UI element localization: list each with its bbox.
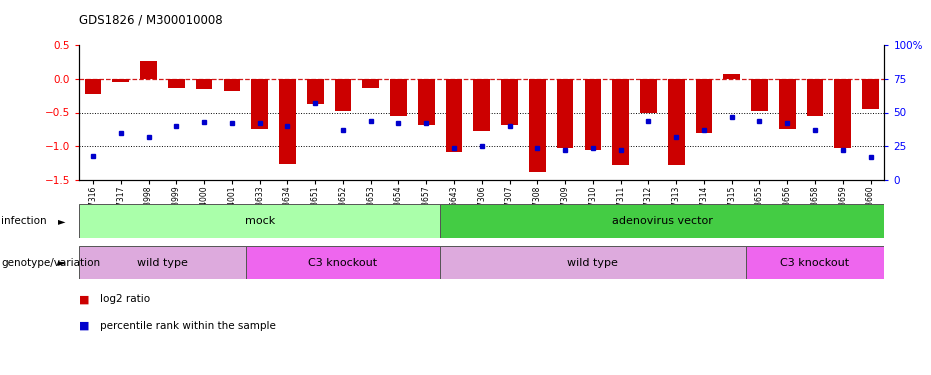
Bar bbox=[695, 79, 712, 133]
Bar bbox=[246, 246, 440, 279]
Bar bbox=[307, 79, 323, 104]
Text: wild type: wild type bbox=[137, 258, 188, 267]
Text: ►: ► bbox=[58, 216, 65, 226]
Bar bbox=[79, 204, 440, 238]
Bar bbox=[196, 79, 212, 89]
Bar bbox=[746, 246, 884, 279]
Bar bbox=[474, 79, 490, 131]
Text: C3 knockout: C3 knockout bbox=[780, 258, 850, 267]
Bar bbox=[751, 79, 768, 111]
Text: genotype/variation: genotype/variation bbox=[1, 258, 100, 267]
Bar bbox=[440, 246, 746, 279]
Bar bbox=[779, 79, 796, 129]
Text: ►: ► bbox=[58, 258, 65, 267]
Bar bbox=[557, 79, 573, 148]
Bar bbox=[446, 79, 463, 152]
Text: percentile rank within the sample: percentile rank within the sample bbox=[100, 321, 276, 331]
Bar bbox=[85, 79, 101, 94]
Bar bbox=[79, 246, 246, 279]
Bar bbox=[362, 79, 379, 87]
Bar bbox=[585, 79, 601, 150]
Bar bbox=[279, 79, 296, 165]
Bar bbox=[334, 79, 351, 111]
Bar bbox=[641, 79, 656, 112]
Bar bbox=[806, 79, 823, 116]
Text: infection: infection bbox=[1, 216, 47, 226]
Bar bbox=[529, 79, 546, 172]
Text: wild type: wild type bbox=[567, 258, 618, 267]
Bar bbox=[440, 204, 884, 238]
Text: adenovirus vector: adenovirus vector bbox=[612, 216, 713, 226]
Bar bbox=[613, 79, 629, 165]
Text: log2 ratio: log2 ratio bbox=[100, 294, 150, 304]
Bar bbox=[390, 79, 407, 116]
Bar bbox=[862, 79, 879, 109]
Bar bbox=[251, 79, 268, 129]
Bar bbox=[418, 79, 435, 124]
Bar bbox=[723, 74, 740, 79]
Text: mock: mock bbox=[245, 216, 275, 226]
Text: C3 knockout: C3 knockout bbox=[308, 258, 377, 267]
Text: ■: ■ bbox=[79, 321, 89, 331]
Bar bbox=[141, 60, 157, 79]
Bar bbox=[168, 79, 184, 87]
Bar bbox=[668, 79, 684, 165]
Bar bbox=[223, 79, 240, 91]
Text: GDS1826 / M300010008: GDS1826 / M300010008 bbox=[79, 13, 223, 26]
Bar bbox=[834, 79, 851, 148]
Bar bbox=[501, 79, 518, 124]
Text: ■: ■ bbox=[79, 294, 89, 304]
Bar bbox=[113, 79, 129, 82]
